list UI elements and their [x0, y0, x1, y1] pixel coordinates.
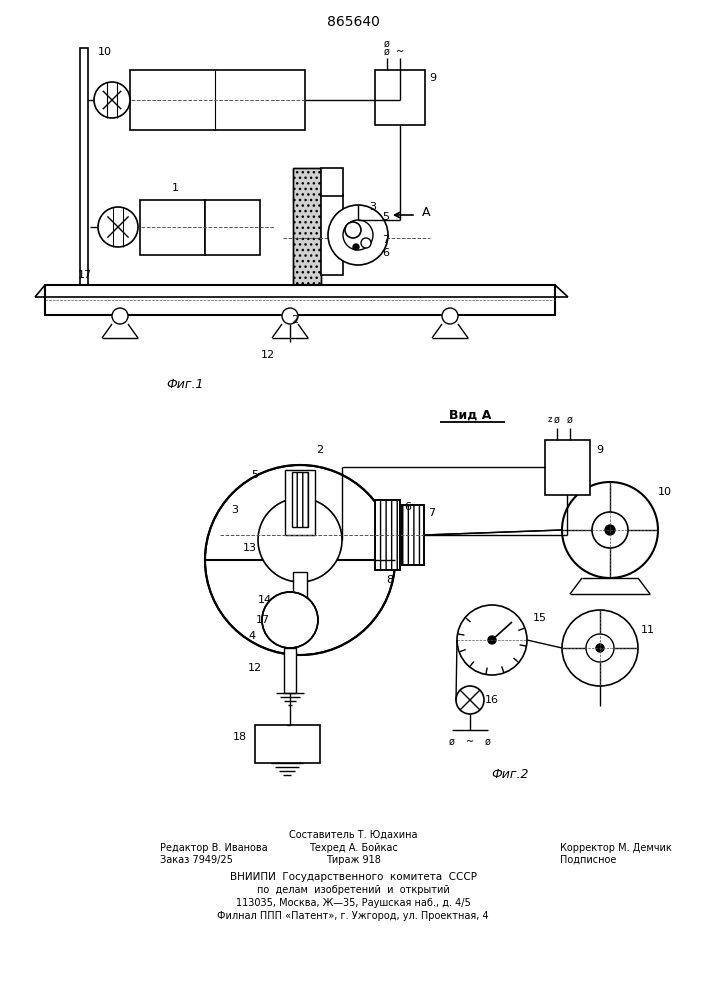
Text: по  делам  изобретений  и  открытий: по делам изобретений и открытий	[257, 885, 450, 895]
Bar	[292, 472, 308, 527]
Circle shape	[258, 498, 342, 582]
Text: 3: 3	[231, 505, 238, 515]
Bar	[321, 195, 343, 275]
Bar	[284, 648, 296, 693]
Circle shape	[328, 205, 388, 265]
Text: 2: 2	[317, 445, 324, 455]
Circle shape	[562, 482, 658, 578]
Text: 12: 12	[248, 663, 262, 673]
Text: 5: 5	[382, 212, 390, 222]
Bar	[293, 572, 307, 632]
Circle shape	[605, 525, 615, 535]
Text: Составитель Т. Юдахина: Составитель Т. Юдахина	[288, 830, 417, 840]
Text: Техред А. Бойкас: Техред А. Бойкас	[309, 843, 397, 853]
Text: 8: 8	[387, 575, 394, 585]
Circle shape	[262, 592, 318, 648]
Text: 18: 18	[233, 732, 247, 742]
Circle shape	[361, 238, 371, 248]
Bar	[375, 500, 400, 570]
Text: Заказ 7949/25: Заказ 7949/25	[160, 855, 233, 865]
Text: Подписное: Подписное	[560, 855, 617, 865]
Text: 4: 4	[248, 631, 255, 641]
Circle shape	[457, 605, 527, 675]
Bar	[80, 48, 88, 288]
Text: Тираж 918: Тираж 918	[325, 855, 380, 865]
Text: 11: 11	[641, 625, 655, 635]
Bar	[130, 70, 305, 130]
Text: 865640: 865640	[327, 15, 380, 29]
Circle shape	[596, 644, 604, 652]
Text: ø: ø	[384, 39, 390, 49]
Circle shape	[586, 634, 614, 662]
Text: ~: ~	[396, 47, 404, 57]
Text: ВНИИПИ  Государственного  комитета  СССР: ВНИИПИ Государственного комитета СССР	[230, 872, 477, 882]
Bar	[402, 505, 424, 565]
Circle shape	[282, 308, 298, 324]
Circle shape	[353, 244, 359, 250]
Circle shape	[562, 610, 638, 686]
Text: 10: 10	[98, 47, 112, 57]
Text: 16: 16	[485, 695, 499, 705]
Bar	[255, 725, 320, 763]
Bar	[293, 168, 321, 308]
Circle shape	[345, 222, 361, 238]
Text: Филнал ППП «Патент», г. Ужгород, ул. Проектная, 4: Филнал ППП «Патент», г. Ужгород, ул. Про…	[217, 911, 489, 921]
Text: Фиг.2: Фиг.2	[491, 768, 529, 782]
Text: Редактор В. Иванова: Редактор В. Иванова	[160, 843, 268, 853]
Text: A: A	[422, 206, 431, 219]
Bar	[205, 200, 260, 255]
Circle shape	[488, 636, 496, 644]
Bar	[285, 470, 315, 535]
Text: Вид A: Вид A	[449, 408, 491, 422]
Text: 9: 9	[429, 73, 436, 83]
Text: 17: 17	[78, 270, 92, 280]
Text: ø: ø	[384, 47, 390, 57]
Text: ~: ~	[466, 737, 474, 747]
Text: 15: 15	[533, 613, 547, 623]
Text: 3: 3	[370, 202, 377, 212]
Text: 6: 6	[404, 502, 411, 512]
Text: 7: 7	[382, 235, 390, 245]
Text: 9: 9	[597, 445, 604, 455]
Text: Фиг.1: Фиг.1	[166, 378, 204, 391]
Text: ø: ø	[554, 415, 560, 425]
Text: 2: 2	[291, 315, 298, 325]
Bar	[402, 505, 424, 565]
Circle shape	[343, 220, 373, 250]
Text: 1: 1	[172, 183, 178, 193]
Text: 17: 17	[256, 615, 270, 625]
Text: ø: ø	[485, 737, 491, 747]
Text: 6: 6	[382, 248, 390, 258]
Bar	[293, 168, 321, 308]
Circle shape	[98, 207, 138, 247]
Text: 14: 14	[258, 595, 272, 605]
Circle shape	[456, 686, 484, 714]
Circle shape	[94, 82, 130, 118]
Bar	[140, 200, 205, 255]
Text: Корректор М. Демчик: Корректор М. Демчик	[560, 843, 672, 853]
Circle shape	[205, 465, 395, 655]
Text: z: z	[548, 416, 552, 424]
Wedge shape	[205, 560, 395, 655]
Text: 113035, Москва, Ж—35, Раушская наб., д. 4/5: 113035, Москва, Ж—35, Раушская наб., д. …	[235, 898, 470, 908]
Text: 7: 7	[428, 508, 436, 518]
Bar	[321, 168, 343, 196]
Text: ø: ø	[567, 415, 573, 425]
Circle shape	[112, 308, 128, 324]
Bar	[545, 440, 590, 495]
Bar	[375, 500, 400, 570]
Circle shape	[442, 308, 458, 324]
Text: 10: 10	[658, 487, 672, 497]
Text: ø: ø	[449, 737, 455, 747]
Text: 13: 13	[243, 543, 257, 553]
Circle shape	[592, 512, 628, 548]
Text: 12: 12	[261, 350, 275, 360]
Text: 5: 5	[252, 470, 259, 480]
Bar	[45, 285, 555, 315]
Bar	[375, 70, 425, 125]
